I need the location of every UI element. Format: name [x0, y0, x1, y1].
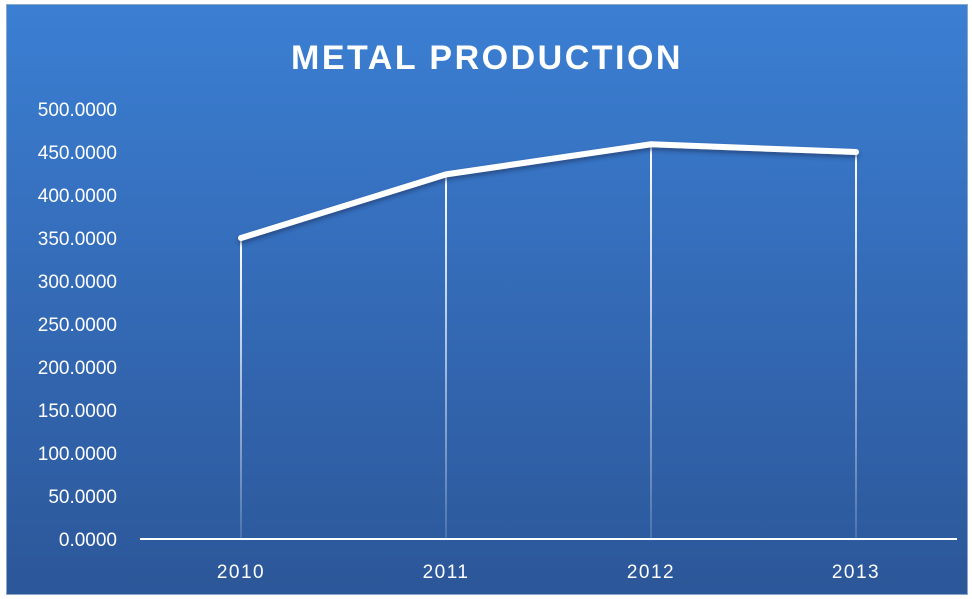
x-tick-label: 2013 [832, 562, 880, 583]
y-tick-label: 450.0000 [38, 143, 117, 164]
y-axis-ticks: 0.0000 50.0000 100.0000 150.0000 200.0000 250… [38, 100, 117, 551]
y-tick-label: 0.0000 [59, 530, 117, 551]
drop-line [445, 174, 447, 540]
y-tick-label: 200.0000 [38, 358, 117, 379]
chart-plot: 0.0000 50.0000 100.0000 150.0000 200.0000 250… [38, 100, 957, 583]
data-point [240, 237, 242, 239]
x-tick-label: 2010 [217, 562, 265, 583]
y-tick-label: 100.0000 [38, 444, 117, 465]
data-point [855, 151, 857, 153]
x-tick-label: 2012 [627, 562, 675, 583]
drop-line [855, 152, 857, 539]
chart-frame: METAL PRODUCTION 0.0000 50.0000 100.0000 15… [6, 4, 968, 595]
x-axis-labels: 2010 2011 2012 2013 [217, 562, 880, 583]
y-tick-label: 300.0000 [38, 272, 117, 293]
data-point [445, 173, 447, 175]
y-tick-label: 250.0000 [38, 315, 117, 336]
x-tick-label: 2011 [423, 562, 470, 583]
data-point [650, 143, 652, 145]
series-group [238, 141, 859, 241]
series-line [238, 141, 859, 241]
drop-line [240, 238, 242, 539]
y-tick-label: 50.0000 [48, 487, 117, 508]
drop-line [650, 144, 652, 539]
y-tick-label: 350.0000 [38, 229, 117, 250]
chart-title: METAL PRODUCTION [291, 39, 683, 77]
y-tick-label: 500.0000 [38, 100, 117, 121]
y-tick-label: 400.0000 [38, 186, 117, 207]
y-tick-label: 150.0000 [38, 401, 117, 422]
drop-lines [240, 144, 857, 540]
